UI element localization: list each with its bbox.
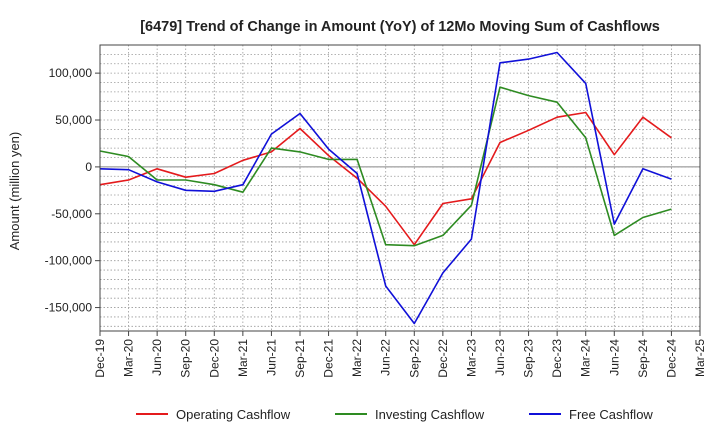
legend-label-investing-cashflow: Investing Cashflow: [375, 407, 485, 422]
series-line-operating-cashflow: [99, 111, 672, 246]
x-tick-label: Mar-21: [236, 339, 250, 377]
x-tick-label: Mar-24: [579, 339, 593, 377]
y-tick-label: -50,000: [51, 207, 92, 221]
y-tick-label: 100,000: [49, 66, 93, 80]
x-tick-label: Jun-22: [379, 339, 393, 376]
legend: Operating Cashflow Investing Cashflow Free…: [136, 407, 653, 422]
legend-label-operating-cashflow: Operating Cashflow: [176, 407, 291, 422]
x-tick-label: Mar-22: [350, 339, 364, 377]
y-axis-label: Amount (million yen): [7, 132, 22, 251]
chart-title: [6479] Trend of Change in Amount (YoY) o…: [140, 19, 660, 35]
x-tick-label: Mar-23: [464, 339, 478, 377]
legend-label-free-cashflow: Free Cashflow: [569, 407, 653, 422]
y-axis: -150,000 -100,000 -50,000 0 50,000 100,000: [45, 66, 100, 315]
x-tick-label: Dec-21: [322, 339, 336, 378]
x-tick-label: Sep-24: [636, 339, 650, 378]
y-tick-label: -100,000: [45, 254, 93, 268]
x-tick-label: Sep-23: [522, 339, 536, 378]
y-tick-label: -150,000: [45, 301, 93, 315]
x-tick-label: Dec-24: [664, 339, 678, 378]
x-tick-label: Dec-20: [207, 339, 221, 378]
grid: [99, 44, 701, 331]
y-tick-label: 0: [85, 160, 92, 174]
x-tick-label: Jun-20: [150, 339, 164, 376]
x-tick-label: Sep-20: [179, 339, 193, 378]
x-tick-label: Dec-22: [436, 339, 450, 378]
y-tick-label: 50,000: [55, 113, 92, 127]
x-tick-label: Sep-22: [407, 339, 421, 378]
series-line-investing-cashflow: [99, 86, 672, 247]
x-tick-label: Jun-24: [607, 339, 621, 376]
x-tick-label: Jun-23: [493, 339, 507, 376]
x-tick-label: Mar-20: [122, 339, 136, 377]
series-lines: [99, 51, 672, 325]
x-tick-label: Sep-21: [293, 339, 307, 378]
x-tick-label: Jun-21: [264, 339, 278, 376]
plot-frame: [99, 44, 701, 332]
x-axis: Dec-19 Mar-20 Jun-20 Sep-20 Dec-20 Mar-21 Jun-…: [93, 331, 707, 378]
x-tick-label: Dec-23: [550, 339, 564, 378]
x-tick-label: Mar-25: [693, 339, 707, 377]
series-line-free-cashflow: [99, 51, 672, 325]
x-tick-label: Dec-19: [93, 339, 107, 378]
